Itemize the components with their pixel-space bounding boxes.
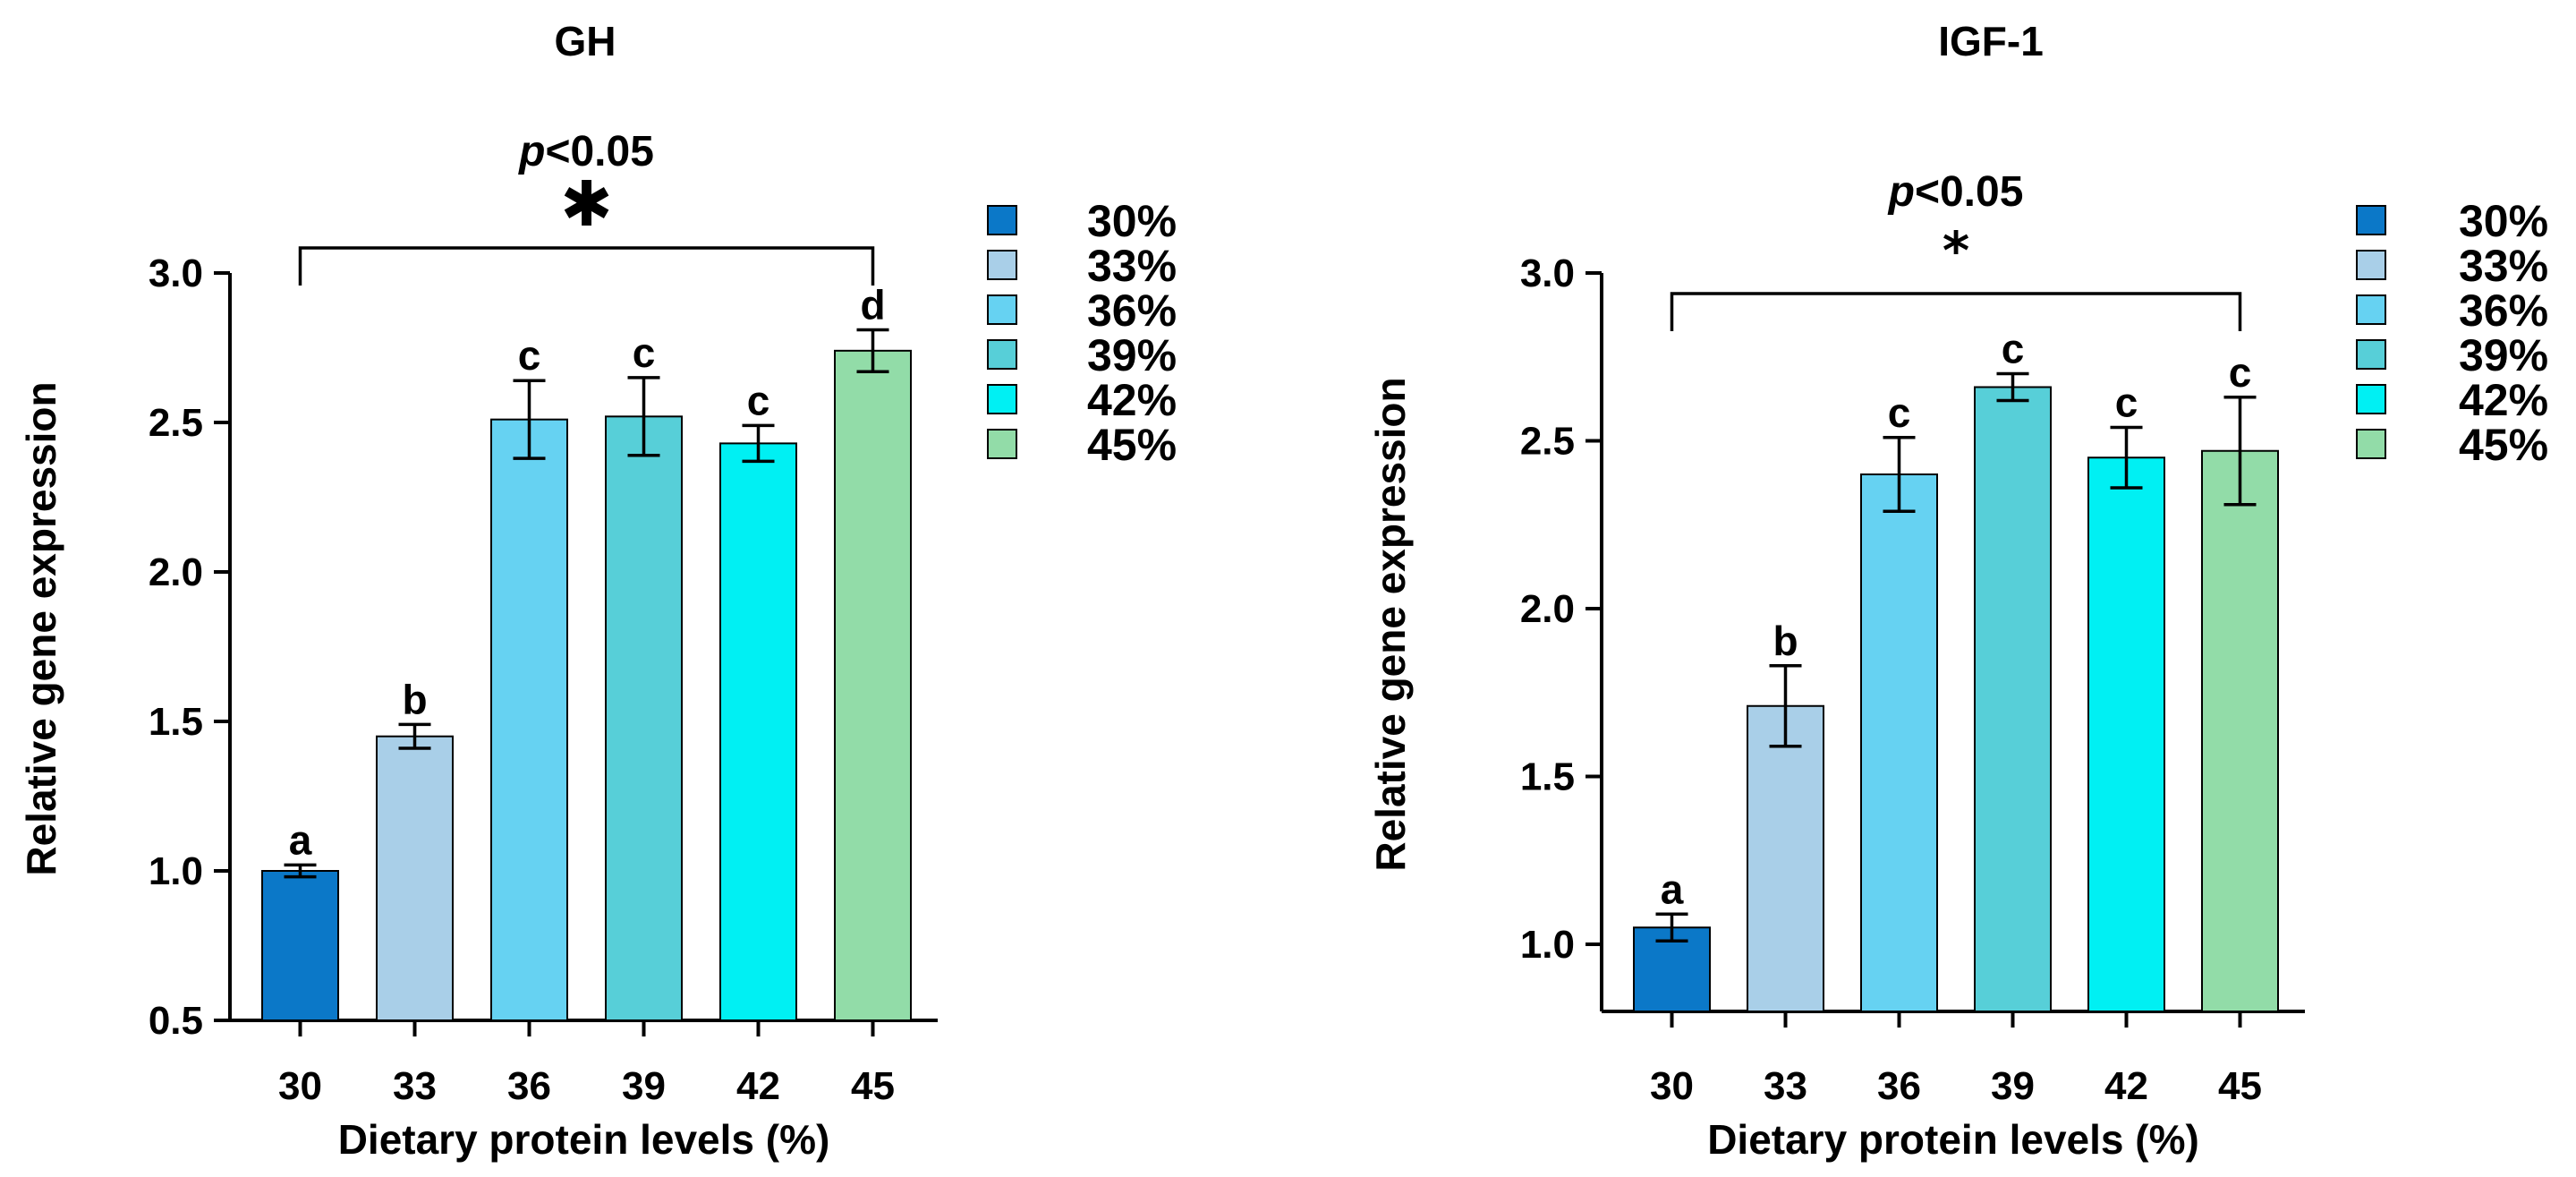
x-axis-label: Dietary protein levels (%): [1707, 1116, 2199, 1163]
bar-36: [1860, 473, 1938, 1012]
bar-39: [605, 415, 683, 1021]
legend-swatch: [987, 339, 1017, 370]
x-tick-label: 36: [507, 1064, 551, 1108]
y-axis-label: Relative gene expression: [1367, 377, 1414, 871]
x-tick-label: 45: [2218, 1064, 2262, 1108]
bar-39: [1974, 386, 2052, 1012]
legend-label: 42%: [2459, 375, 2548, 425]
p-symbol: p: [517, 128, 545, 175]
x-axis-label: Dietary protein levels (%): [338, 1116, 830, 1163]
significance-star: *: [1943, 220, 1969, 281]
legend-label: 30%: [2459, 196, 2548, 246]
y-tick-label: 3.0: [1520, 252, 1575, 295]
y-axis-label: Relative gene expression: [18, 381, 64, 875]
legend-swatch: [2356, 205, 2386, 235]
bar-42: [2087, 456, 2165, 1012]
significance-letter: c: [747, 377, 770, 423]
p-threshold: <0.05: [545, 128, 653, 175]
y-tick-label: 2.5: [149, 401, 203, 445]
significance-letter: c: [518, 332, 541, 379]
significance-bracket: [298, 246, 875, 286]
legend-label: 33%: [2459, 241, 2548, 291]
p-value-label: p<0.05: [517, 128, 654, 175]
legend-swatch: [987, 429, 1017, 459]
bar-33: [376, 735, 454, 1021]
legend-swatch: [2356, 384, 2386, 414]
bar-42: [719, 442, 797, 1021]
significance-letter: a: [1661, 866, 1684, 912]
x-tick-label: 33: [1764, 1064, 1807, 1108]
y-tick-label: 1.5: [149, 700, 203, 744]
bar-30: [261, 870, 339, 1021]
y-tick-label: 0.5: [149, 999, 203, 1043]
significance-letter: d: [860, 281, 885, 328]
legend-swatch: [987, 294, 1017, 325]
y-tick-label: 1.5: [1520, 755, 1575, 799]
significance-bracket: [1670, 292, 2242, 331]
legend-swatch: [987, 250, 1017, 280]
y-tick-label: 3.0: [149, 252, 203, 295]
legend-label: 36%: [2459, 286, 2548, 336]
bar-36: [490, 418, 568, 1022]
x-tick-label: 30: [1650, 1064, 1694, 1108]
legend-swatch: [987, 384, 1017, 414]
y-tick-label: 2.5: [1520, 420, 1575, 464]
legend-label: 30%: [1087, 196, 1177, 246]
significance-star: ✱: [560, 167, 613, 241]
y-tick-label: 2.0: [1520, 587, 1575, 631]
chart-2: IGF-1 1.0 1.5 2.0 2.5 3.0 Relative gene expres…: [1367, 18, 2548, 1163]
p-symbol: p: [1887, 168, 1915, 216]
y-tick-label: 1.0: [149, 849, 203, 893]
y-tick-label: 1.0: [1520, 923, 1575, 967]
x-tick-label: 45: [851, 1064, 895, 1108]
x-tick-label: 33: [393, 1064, 437, 1108]
x-tick-label: 39: [622, 1064, 666, 1108]
x-tick-label: 42: [2104, 1064, 2148, 1108]
legend-label: 36%: [1087, 286, 1177, 336]
legend-label: 39%: [1087, 330, 1177, 380]
legend-swatch: [2356, 250, 2386, 280]
legend-label: 39%: [2459, 330, 2548, 380]
bar-33: [1747, 704, 1824, 1012]
legend-label: 45%: [2459, 420, 2548, 470]
bar-45: [834, 349, 912, 1021]
x-tick-label: 42: [736, 1064, 780, 1108]
significance-letter: c: [1888, 389, 1911, 436]
p-threshold: <0.05: [1915, 168, 2023, 216]
x-tick-label: 30: [278, 1064, 322, 1108]
significance-letter: c: [2229, 349, 2252, 396]
legend-swatch: [2356, 339, 2386, 370]
x-tick-label: 36: [1877, 1064, 1921, 1108]
significance-letter: c: [633, 329, 656, 376]
legend-swatch: [2356, 294, 2386, 325]
y-tick-label: 2.0: [149, 550, 203, 594]
significance-letter: c: [2002, 326, 2025, 372]
significance-letter: b: [402, 676, 427, 722]
x-tick-label: 39: [1991, 1064, 2035, 1108]
p-value-label: p<0.05: [1887, 168, 2024, 216]
significance-letter: b: [1773, 618, 1798, 664]
legend-swatch: [2356, 429, 2386, 459]
significance-letter: c: [2115, 380, 2138, 426]
significance-letter: a: [289, 816, 312, 863]
chart-title: GH: [555, 18, 616, 64]
legend-label: 42%: [1087, 375, 1177, 425]
bar-45: [2201, 449, 2279, 1012]
legend-swatch: [987, 205, 1017, 235]
chart-title: IGF-1: [1938, 18, 2044, 64]
chart-1: GH 0.5 1.0 1.5 2.0 2.5 3.0 Relative gene expres…: [18, 18, 1177, 1163]
legend-label: 45%: [1087, 420, 1177, 470]
legend-label: 33%: [1087, 241, 1177, 291]
